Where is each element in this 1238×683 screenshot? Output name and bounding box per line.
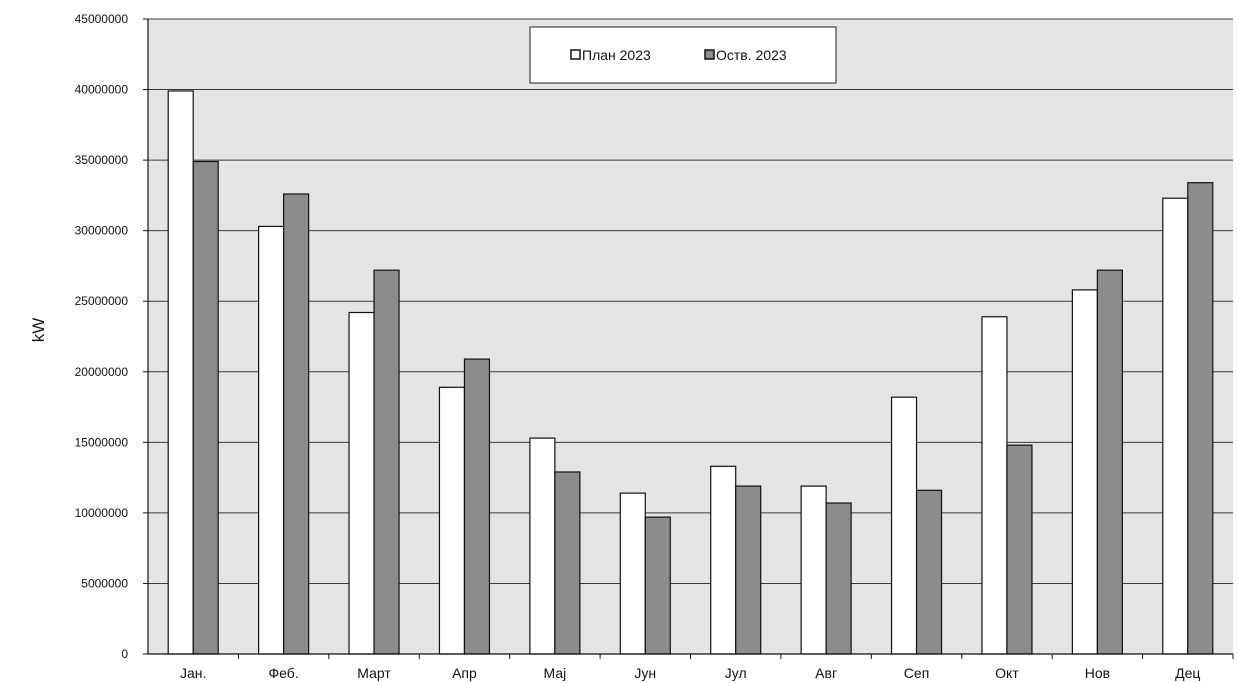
bar-ostv [644, 516, 671, 655]
bar-plan [348, 311, 375, 655]
bar-plan [258, 225, 285, 655]
x-tick-label: Март [357, 665, 391, 681]
legend-swatch-plan [570, 49, 581, 60]
bar-plan [800, 485, 827, 655]
y-tick-label: 30000000 [75, 224, 129, 238]
x-tick-label: Јун [634, 665, 656, 681]
x-tick-label: Сеп [904, 665, 929, 681]
y-tick-label: 25000000 [75, 294, 129, 308]
bar-ostv [554, 471, 581, 655]
bar-ostv [825, 502, 852, 655]
y-tick-label: 10000000 [75, 506, 129, 520]
y-tick-label: 15000000 [75, 435, 129, 449]
bar-ostv [192, 160, 219, 655]
bar-plan [981, 316, 1008, 655]
y-tick-label: 0 [121, 647, 128, 661]
bar-plan [529, 437, 556, 655]
x-tick-label: Феб. [269, 665, 299, 681]
bar-ostv [283, 193, 310, 655]
bar-ostv [735, 485, 762, 655]
bar-ostv [915, 489, 943, 655]
bar-ostv [1006, 444, 1033, 655]
x-tick-label: Нов [1085, 665, 1110, 681]
bar-ostv [463, 358, 491, 655]
bar-ostv [1187, 182, 1214, 655]
x-tick-label: Авг [815, 665, 837, 681]
y-tick-label: 45000000 [75, 12, 129, 26]
legend: План 2023 Оств. 2023 [529, 26, 837, 84]
x-tick-label: Дец [1175, 665, 1200, 681]
x-axis-ticks: Јан. Феб. Март Апр Мај Јун Јул Авг Сеп Окт Нов Дец [180, 654, 1234, 681]
legend-label-ostv: Оств. 2023 [716, 47, 787, 63]
bar-plan [890, 396, 918, 655]
bar-ostv [373, 269, 400, 655]
bar-plan [1071, 289, 1098, 655]
y-tick-label: 5000000 [81, 576, 128, 590]
y-axis-label: kW [29, 318, 48, 343]
gridlines [148, 18, 1233, 584]
bar-plan [438, 386, 466, 655]
legend-box [529, 26, 837, 84]
legend-swatch-ostv [704, 49, 715, 60]
bar-ostv [1096, 269, 1123, 655]
bar-plan [167, 90, 194, 655]
x-tick-label: Мај [544, 665, 567, 681]
legend-label-plan: План 2023 [582, 47, 651, 63]
x-tick-label: Окт [995, 665, 1019, 681]
bars [167, 90, 1214, 655]
x-tick-label: Јан. [180, 665, 206, 681]
y-axis-ticks: 0 5000000 10000000 15000000 20000000 25000000… [75, 12, 148, 661]
y-tick-label: 20000000 [75, 365, 129, 379]
y-tick-label: 35000000 [75, 153, 129, 167]
y-tick-label: 40000000 [75, 83, 129, 97]
bar-plan [1162, 197, 1189, 655]
bar-plan [619, 492, 646, 655]
plot-area [148, 19, 1233, 654]
bar-plan [710, 465, 737, 655]
x-tick-label: Апр [452, 665, 477, 681]
x-tick-label: Јул [725, 665, 747, 681]
